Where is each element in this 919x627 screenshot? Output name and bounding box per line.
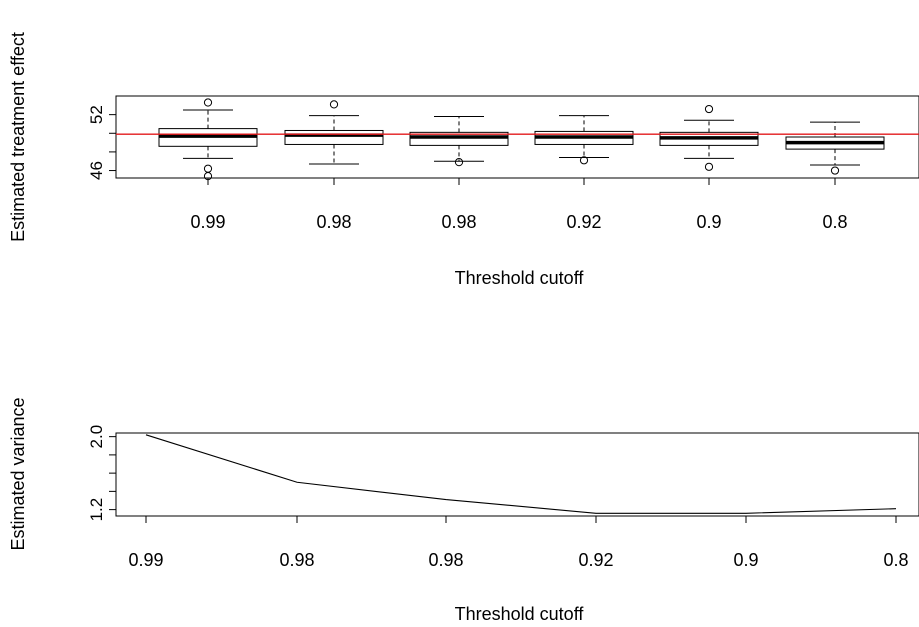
variance-series-line <box>145 434 897 514</box>
boxplot-boxes <box>158 98 885 181</box>
boxplot-x-axis: 0.99 0.98 0.98 0.92 0.9 0.8 <box>190 177 848 232</box>
x-tick-label: 0.99 <box>190 212 225 232</box>
boxplot-y-axis: 46 52 <box>87 105 117 180</box>
variance-y-axis-label: Estimated variance <box>8 397 28 550</box>
outlier-point <box>830 166 840 175</box>
y-tick-label: 46 <box>87 161 106 180</box>
outlier-point <box>203 98 213 107</box>
variance-plot-frame <box>115 432 919 517</box>
boxplot-x-axis-label: Threshold cutoff <box>455 268 585 288</box>
box-5 <box>659 104 759 171</box>
outlier-point <box>329 100 339 109</box>
outlier-point <box>454 158 464 167</box>
x-tick-label: 0.9 <box>696 212 721 232</box>
box-6 <box>785 121 885 175</box>
box-2 <box>284 100 384 165</box>
x-tick-label: 0.92 <box>566 212 601 232</box>
x-tick-label: 0.9 <box>733 550 758 570</box>
box-3 <box>409 116 509 167</box>
y-tick-label: 52 <box>87 105 106 124</box>
y-tick-label: 1.2 <box>87 498 106 522</box>
x-tick-label: 0.8 <box>822 212 847 232</box>
x-tick-label: 0.92 <box>578 550 613 570</box>
x-tick-label: 0.98 <box>428 550 463 570</box>
boxplot-y-axis-label: Estimated treatment effect <box>8 32 28 242</box>
outlier-point <box>579 156 589 165</box>
outlier-point <box>704 104 714 114</box>
variance-y-axis: 1.2 2.0 <box>87 425 117 522</box>
outlier-point <box>203 172 213 181</box>
box-4 <box>534 115 634 165</box>
variance-x-axis: 0.99 0.98 0.98 0.92 0.9 0.8 <box>128 515 909 570</box>
box-1 <box>158 98 258 181</box>
variance-x-axis-label: Threshold cutoff <box>455 604 585 624</box>
x-tick-label: 0.8 <box>883 550 908 570</box>
boxplot-panel: 46 52 0.99 0.98 0.98 0.92 0.9 0.8 Threshold cu… <box>8 32 919 288</box>
x-tick-label: 0.98 <box>316 212 351 232</box>
y-tick-label: 2.0 <box>87 425 106 449</box>
x-tick-label: 0.98 <box>441 212 476 232</box>
outlier-point <box>203 164 213 173</box>
x-tick-label: 0.98 <box>279 550 314 570</box>
outlier-point <box>704 162 714 171</box>
variance-panel: 1.2 2.0 0.99 0.98 0.98 0.92 0.9 0.8 Threshold … <box>8 397 919 624</box>
x-tick-label: 0.99 <box>128 550 163 570</box>
box-body <box>284 129 384 145</box>
